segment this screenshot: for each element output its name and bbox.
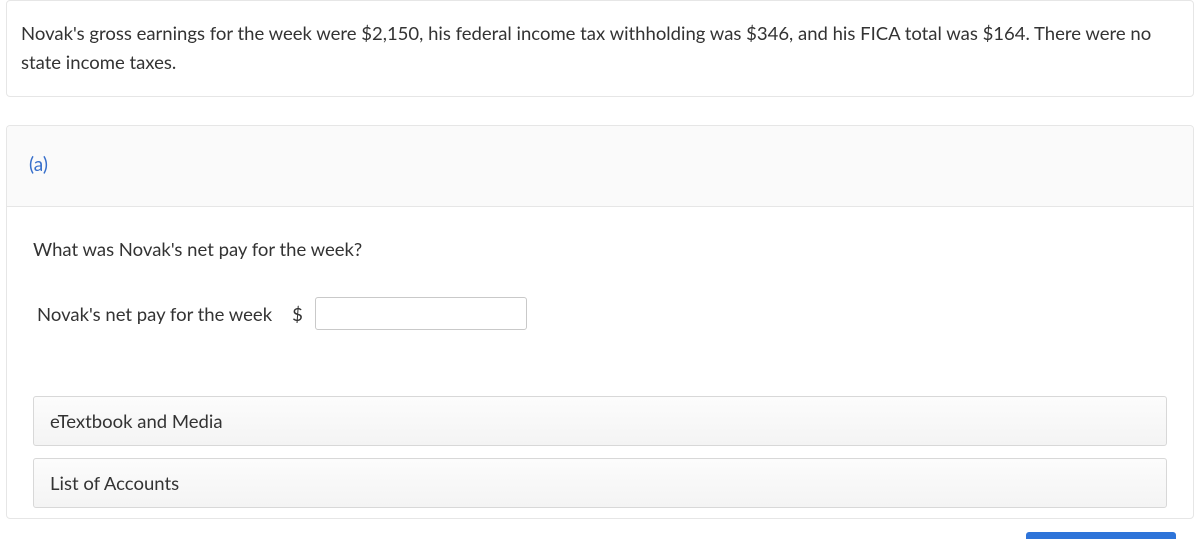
part-a-label: (a): [29, 153, 48, 176]
part-a-header: (a): [7, 126, 1193, 206]
etextbook-media-label: eTextbook and Media: [50, 410, 223, 432]
list-of-accounts-button[interactable]: List of Accounts: [33, 458, 1167, 508]
bottom-accent-tab: [1026, 532, 1176, 539]
answer-label: Novak's net pay for the week: [37, 300, 272, 329]
answer-row: Novak's net pay for the week $: [37, 297, 1167, 330]
part-a-question: What was Novak's net pay for the week?: [33, 235, 1167, 264]
currency-symbol: $: [292, 300, 303, 329]
problem-prompt-card: Novak's gross earnings for the week were…: [6, 0, 1194, 97]
list-of-accounts-label: List of Accounts: [50, 472, 179, 494]
part-a-card: (a) What was Novak's net pay for the wee…: [6, 125, 1194, 519]
net-pay-input[interactable]: [315, 297, 527, 330]
part-a-body: What was Novak's net pay for the week? N…: [7, 207, 1193, 519]
problem-prompt-text: Novak's gross earnings for the week were…: [21, 22, 1151, 73]
etextbook-media-button[interactable]: eTextbook and Media: [33, 396, 1167, 446]
